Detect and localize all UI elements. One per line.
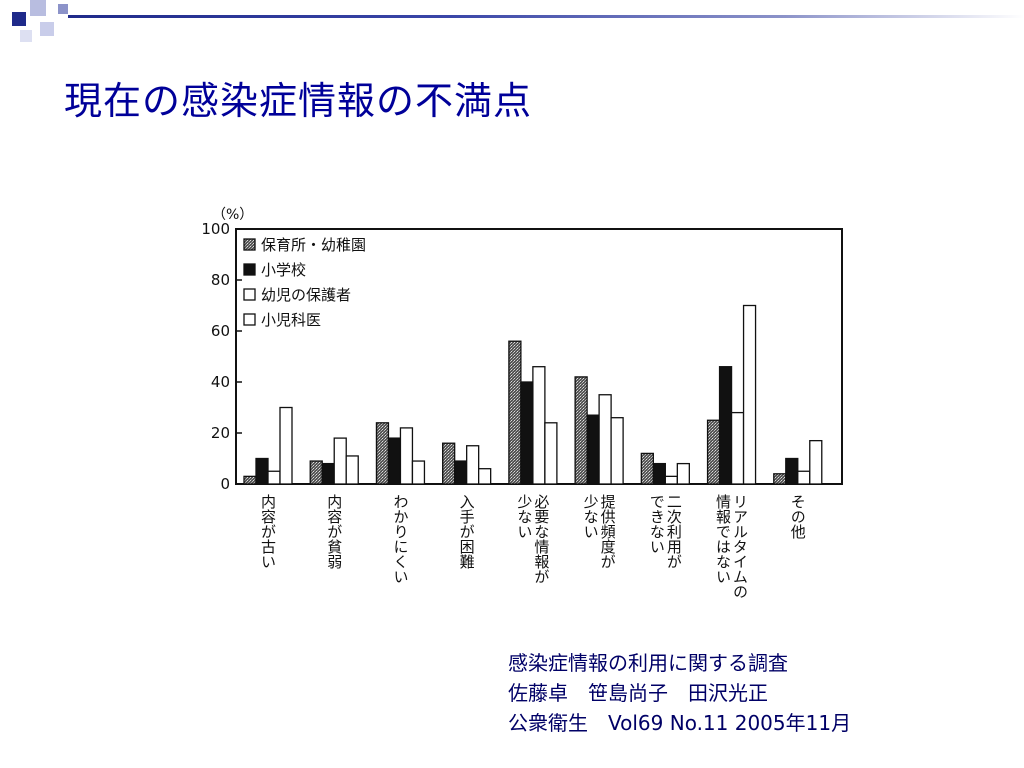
bar-3-7	[664, 475, 678, 485]
category-label: 情報ではない	[714, 494, 732, 584]
bar-3-3	[399, 427, 414, 485]
category-label: わかりにくい	[391, 494, 409, 584]
category-label: 二次利用が	[665, 494, 683, 569]
legend-label: 小児科医	[261, 311, 321, 329]
corner-square-dark	[12, 12, 26, 26]
bar-2-4	[454, 460, 468, 485]
bar-1-3	[375, 422, 390, 485]
bar-2-7	[652, 462, 666, 485]
bar-2-3	[387, 437, 402, 485]
corner-square-light	[30, 0, 46, 16]
bar-chart: （%） 0 20 40 60 80 100 内容が古い 内容が貧弱 わかりにくい 入手が困難 必要な情…	[201, 207, 843, 599]
y-tick-label: 40	[211, 373, 230, 391]
bar-2-9	[785, 457, 799, 485]
bar-1-1	[243, 475, 257, 485]
title-rule-line	[68, 15, 1024, 18]
category-label: その他	[789, 494, 807, 540]
source-line-authors: 佐藤卓 笹島尚子 田沢光正	[508, 681, 768, 705]
category-label: 入手が困難	[458, 494, 476, 569]
category-label: 内容が古い	[259, 494, 277, 569]
bar-4-8	[742, 304, 757, 485]
y-tick-label: 100	[201, 220, 230, 238]
legend-swatch	[243, 263, 256, 276]
title-rule	[0, 0, 1024, 20]
bar-2-5	[520, 381, 534, 485]
bar-3-5	[532, 366, 546, 485]
y-tick-label: 80	[211, 271, 230, 289]
bar-2-2	[321, 462, 335, 485]
bar-4-7	[676, 462, 690, 485]
slide-title: 現在の感染症情報の不満点	[64, 79, 533, 123]
bar-2-8	[718, 366, 733, 485]
category-label: 少ない	[582, 494, 600, 539]
bar-2-1	[255, 457, 269, 485]
legend-swatch	[243, 288, 256, 301]
y-axis-label: （%）	[212, 207, 253, 223]
bar-4-6	[610, 417, 624, 485]
bar-1-5	[508, 340, 522, 485]
category-label: 提供頻度が	[599, 494, 617, 569]
corner-square-light	[40, 22, 54, 36]
legend-label: 小学校	[261, 261, 306, 279]
corner-square-light	[20, 30, 32, 42]
bar-1-6	[574, 376, 588, 485]
category-label: できない	[648, 494, 666, 554]
bar-1-8	[706, 419, 721, 485]
category-label: 少ない	[515, 494, 533, 539]
legend-swatch	[243, 238, 256, 251]
bar-1-9	[773, 473, 787, 485]
bar-3-4	[466, 445, 480, 485]
corner-square-mid	[58, 4, 68, 14]
bar-3-8	[730, 411, 745, 485]
category-label: 内容が貧弱	[325, 494, 343, 569]
bar-3-9	[797, 470, 811, 485]
legend-label: 幼児の保護者	[261, 286, 351, 304]
source-line-survey: 感染症情報の利用に関する調査	[508, 651, 788, 675]
bar-1-2	[309, 460, 323, 485]
y-tick-label: 0	[220, 475, 230, 493]
chart-container: （%） 0 20 40 60 80 100 内容が古い 内容が貧弱 わかりにくい 入手が困難 必要な情…	[190, 195, 850, 620]
source-citation: 感染症情報の利用に関する調査 佐藤卓 笹島尚子 田沢光正 公衆衛生 Vol69 …	[508, 648, 851, 738]
bar-4-5	[544, 422, 558, 485]
category-label: 必要な情報が	[532, 494, 550, 584]
bar-3-1	[267, 470, 281, 485]
legend-label: 保育所・幼稚園	[261, 236, 366, 254]
category-label: リアルタイムの	[731, 494, 749, 599]
bar-1-4	[442, 442, 456, 485]
bar-1-7	[640, 452, 654, 485]
bar-4-3	[411, 460, 426, 485]
bar-4-2	[345, 455, 359, 485]
y-tick-label: 20	[211, 424, 230, 442]
bar-2-6	[586, 414, 600, 485]
bar-4-9	[809, 439, 823, 485]
bar-4-1	[279, 406, 293, 485]
legend-swatch	[243, 313, 256, 326]
bar-3-6	[598, 394, 612, 485]
y-tick-label: 60	[211, 322, 230, 340]
bar-3-2	[333, 437, 347, 485]
source-line-journal: 公衆衛生 Vol69 No.11 2005年11月	[508, 711, 852, 735]
bar-4-4	[478, 468, 492, 485]
